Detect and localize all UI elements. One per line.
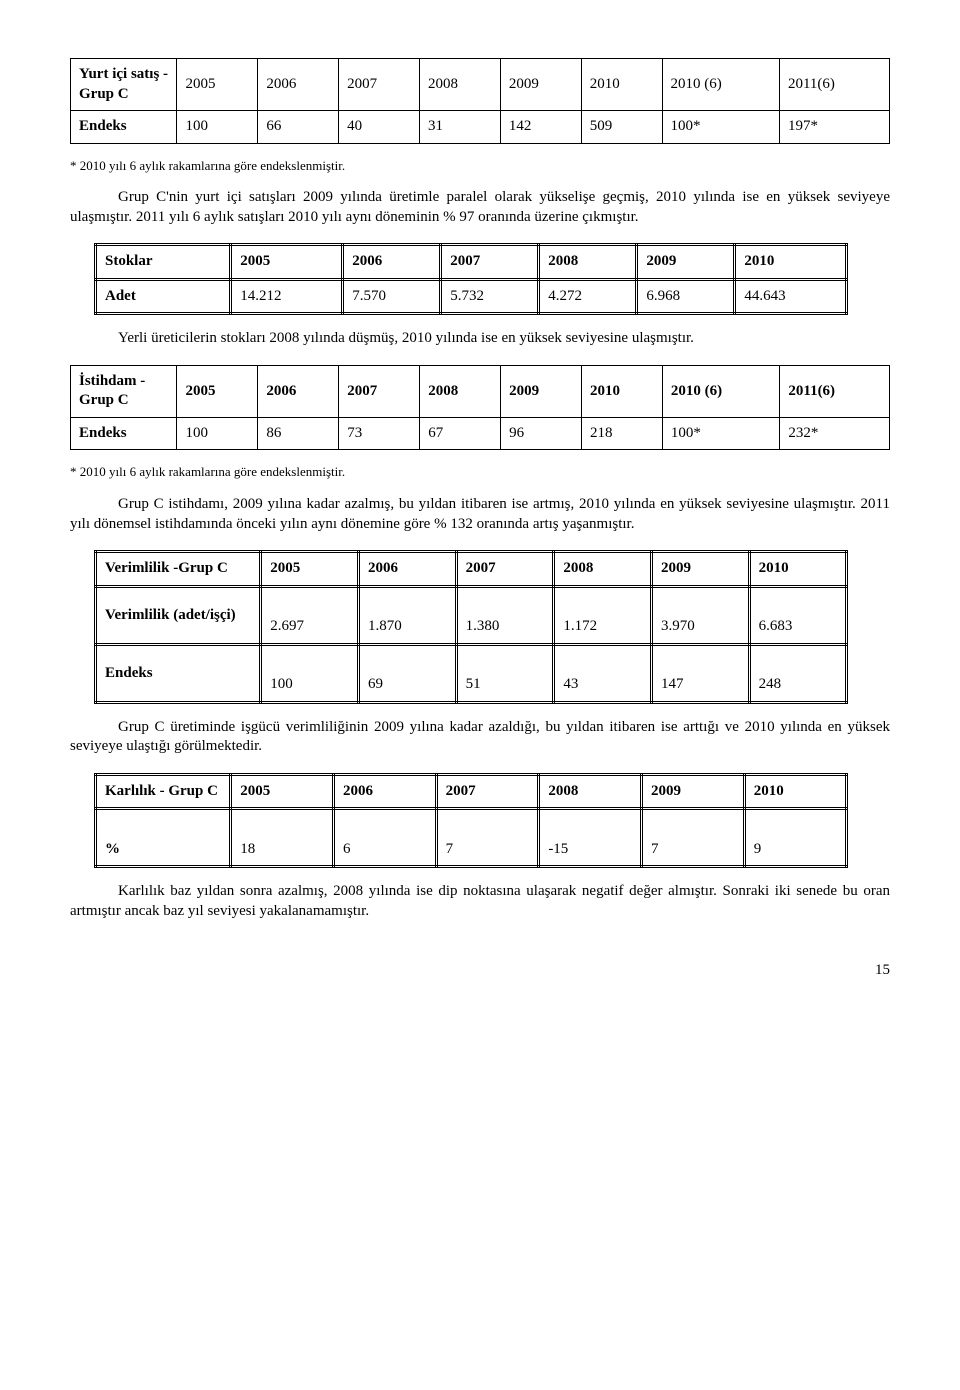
t1-year: 2008	[420, 59, 501, 111]
paragraph-4: Grup C üretiminde işgücü verimliliğinin …	[70, 718, 890, 757]
t4-row2-label: Endeks	[96, 644, 261, 702]
t5-year: 2010	[744, 774, 847, 809]
t4-year: 2009	[651, 552, 749, 587]
t4-year: 2006	[358, 552, 456, 587]
t5-year: 2008	[539, 774, 642, 809]
t3-val: 218	[582, 417, 663, 450]
t4-row1-label: Verimlilik (adet/işçi)	[96, 586, 261, 644]
t3-val: 86	[258, 417, 339, 450]
t4-year: 2010	[749, 552, 847, 587]
t3-year: 2010	[582, 365, 663, 417]
t4-val: 3.970	[651, 586, 749, 644]
t4-val: 248	[749, 644, 847, 702]
istihdam-table: İstihdam -Grup C 2005 2006 2007 2008 200…	[70, 365, 890, 451]
t1-year: 2006	[258, 59, 339, 111]
t3-year: 2009	[501, 365, 582, 417]
t3-year: 2008	[420, 365, 501, 417]
t4-year: 2008	[554, 552, 652, 587]
t1-val: 31	[420, 111, 501, 144]
t1-val: 66	[258, 111, 339, 144]
t3-year: 2010 (6)	[662, 365, 779, 417]
t1-val: 100*	[662, 111, 779, 144]
t4-val: 6.683	[749, 586, 847, 644]
t2-year: 2006	[343, 245, 441, 280]
t4-val: 2.697	[261, 586, 359, 644]
t5-year: 2009	[642, 774, 745, 809]
t1-year: 2007	[339, 59, 420, 111]
t5-val: 6	[333, 809, 436, 867]
stoklar-table: Stoklar 2005 2006 2007 2008 2009 2010 Ad…	[94, 243, 848, 315]
t2-val: 44.643	[735, 279, 847, 314]
t2-year: 2010	[735, 245, 847, 280]
t5-header: Karlılık - Grup C	[96, 774, 231, 809]
t5-year: 2006	[333, 774, 436, 809]
t2-val: 5.732	[441, 279, 539, 314]
t3-val: 96	[501, 417, 582, 450]
t1-year: 2011(6)	[779, 59, 889, 111]
t2-row-label: Adet	[96, 279, 231, 314]
t3-header: İstihdam -Grup C	[71, 365, 177, 417]
t1-year: 2005	[177, 59, 258, 111]
t4-val: 100	[261, 644, 359, 702]
t2-year: 2007	[441, 245, 539, 280]
t3-val: 67	[420, 417, 501, 450]
t3-year: 2006	[258, 365, 339, 417]
t5-val: 7	[436, 809, 539, 867]
t4-val: 43	[554, 644, 652, 702]
t3-year: 2007	[339, 365, 420, 417]
paragraph-5: Karlılık baz yıldan sonra azalmış, 2008 …	[70, 882, 890, 921]
karlilik-table: Karlılık - Grup C 2005 2006 2007 2008 20…	[94, 773, 848, 869]
footnote-1: * 2010 yılı 6 aylık rakamlarına göre end…	[70, 158, 890, 175]
t4-val: 1.380	[456, 586, 554, 644]
t3-val: 100*	[662, 417, 779, 450]
paragraph-1: Grup C'nin yurt içi satışları 2009 yılın…	[70, 188, 890, 227]
t5-val: -15	[539, 809, 642, 867]
t4-header: Verimlilik -Grup C	[96, 552, 261, 587]
t3-val: 73	[339, 417, 420, 450]
yurt-ici-satis-table: Yurt içi satış - Grup C 2005 2006 2007 2…	[70, 58, 890, 144]
t2-year: 2009	[637, 245, 735, 280]
t5-val: 9	[744, 809, 847, 867]
t1-val: 40	[339, 111, 420, 144]
t5-row-label: %	[96, 809, 231, 867]
t1-header: Yurt içi satış - Grup C	[71, 59, 177, 111]
t4-year: 2005	[261, 552, 359, 587]
t5-val: 7	[642, 809, 745, 867]
t1-val: 197*	[779, 111, 889, 144]
t5-val: 18	[231, 809, 334, 867]
t3-year: 2005	[177, 365, 258, 417]
t2-header: Stoklar	[96, 245, 231, 280]
t1-year: 2010	[581, 59, 662, 111]
t2-val: 7.570	[343, 279, 441, 314]
t4-val: 51	[456, 644, 554, 702]
t3-year: 2011(6)	[780, 365, 890, 417]
t1-val: 509	[581, 111, 662, 144]
t1-year: 2010 (6)	[662, 59, 779, 111]
t1-val: 100	[177, 111, 258, 144]
page-number: 15	[70, 961, 890, 981]
paragraph-2: Yerli üreticilerin stokları 2008 yılında…	[70, 329, 890, 349]
t5-year: 2005	[231, 774, 334, 809]
t5-year: 2007	[436, 774, 539, 809]
t1-row-label: Endeks	[71, 111, 177, 144]
t3-val: 232*	[780, 417, 890, 450]
t2-year: 2008	[539, 245, 637, 280]
verimlilik-table: Verimlilik -Grup C 2005 2006 2007 2008 2…	[94, 550, 848, 704]
t2-val: 4.272	[539, 279, 637, 314]
footnote-2: * 2010 yılı 6 aylık rakamlarına göre end…	[70, 464, 890, 481]
t3-val: 100	[177, 417, 258, 450]
t4-year: 2007	[456, 552, 554, 587]
t2-val: 14.212	[231, 279, 343, 314]
t2-year: 2005	[231, 245, 343, 280]
t4-val: 147	[651, 644, 749, 702]
t4-val: 1.870	[358, 586, 456, 644]
t2-val: 6.968	[637, 279, 735, 314]
t4-val: 69	[358, 644, 456, 702]
paragraph-3: Grup C istihdamı, 2009 yılına kadar azal…	[70, 495, 890, 534]
t4-val: 1.172	[554, 586, 652, 644]
t3-row-label: Endeks	[71, 417, 177, 450]
t1-val: 142	[500, 111, 581, 144]
t1-year: 2009	[500, 59, 581, 111]
